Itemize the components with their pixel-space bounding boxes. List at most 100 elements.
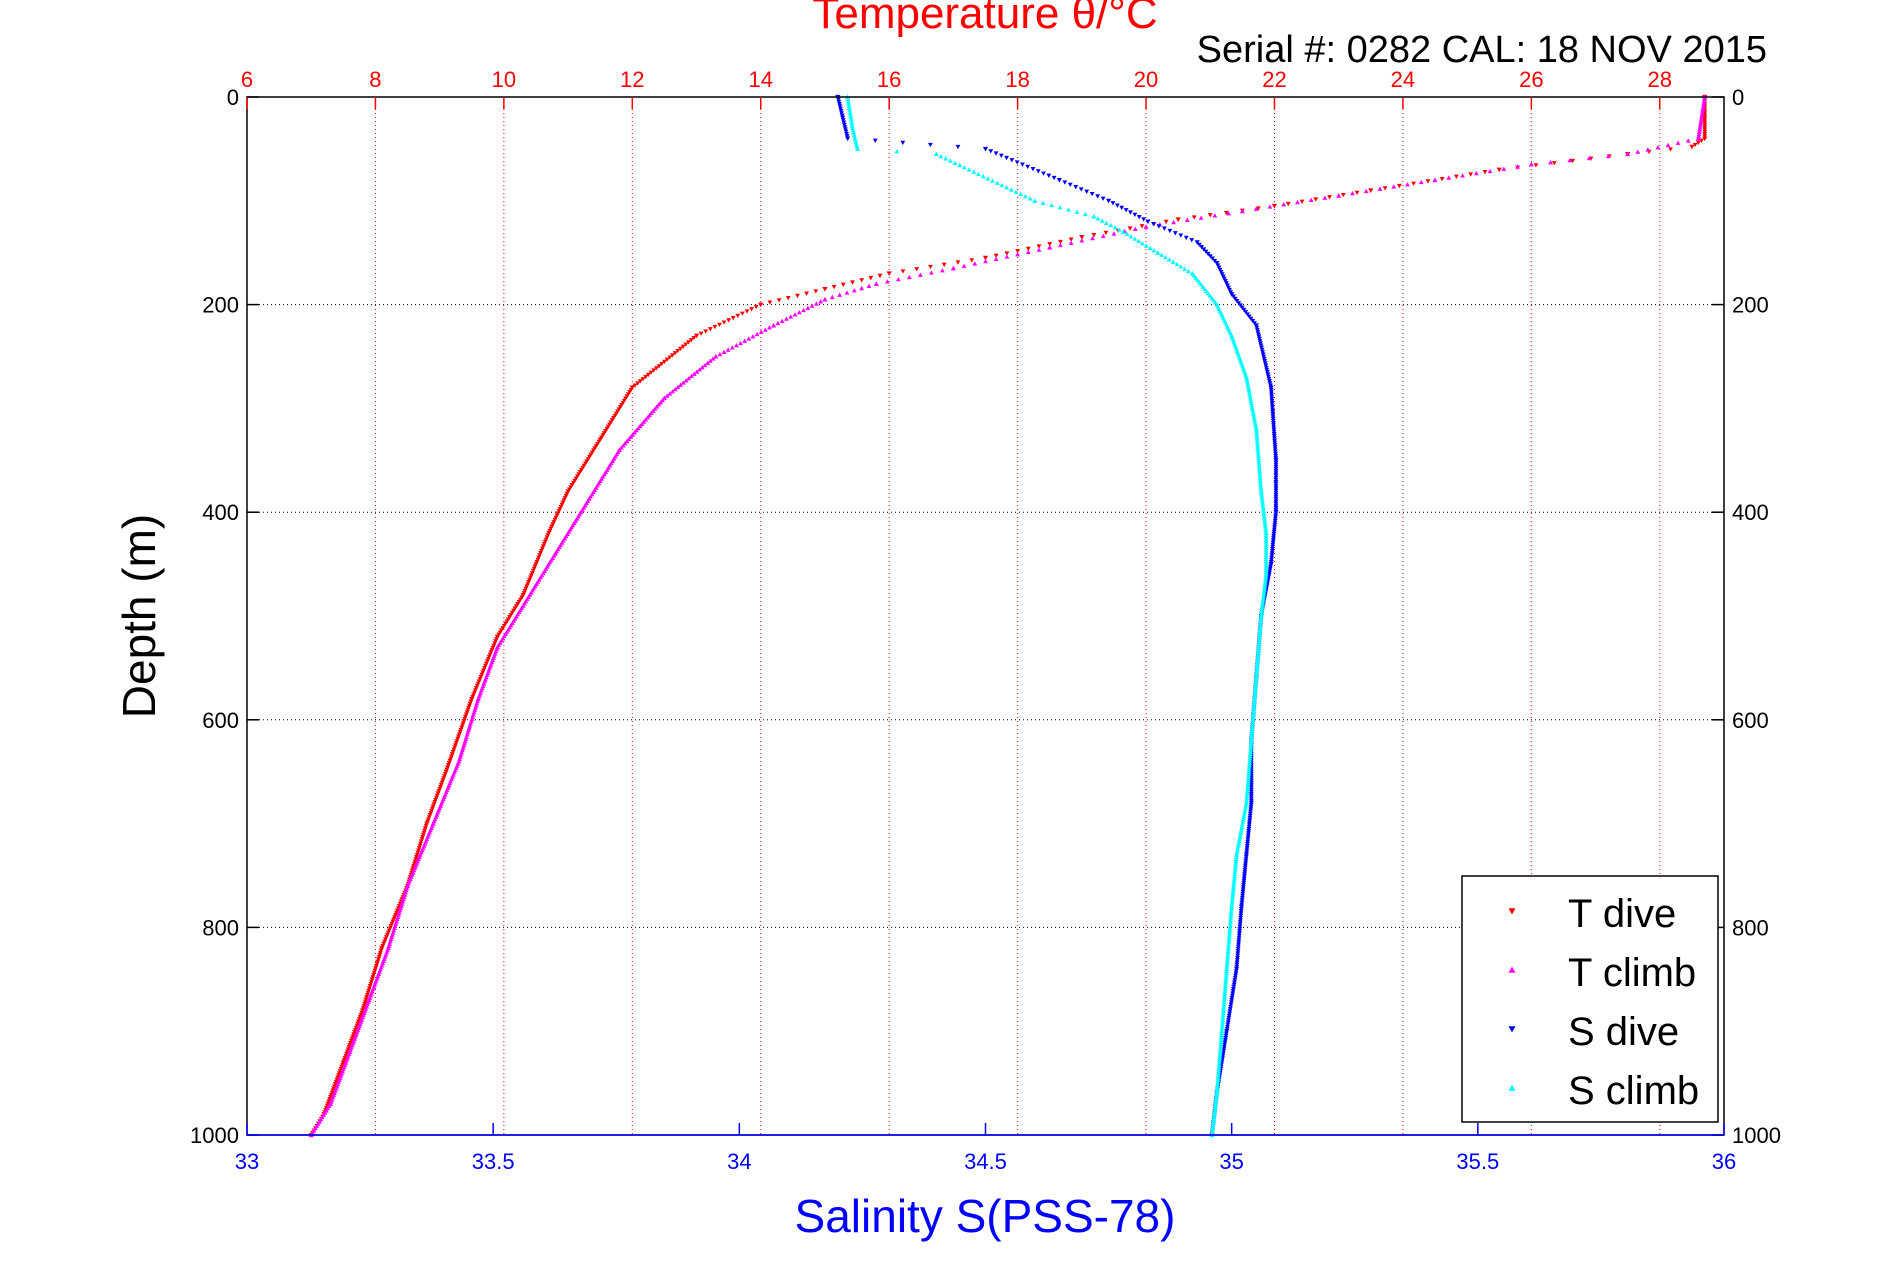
data-point (650, 408, 656, 413)
data-point (437, 787, 443, 792)
data-point (1214, 1086, 1220, 1091)
data-point (583, 461, 588, 466)
data-point (1210, 1126, 1216, 1131)
data-point (1259, 495, 1265, 500)
data-point (1270, 540, 1276, 545)
data-point (822, 286, 828, 292)
data-point (368, 981, 374, 987)
tick-label-salinity: 35.5 (1456, 1149, 1499, 1174)
data-point (796, 309, 802, 315)
data-point (519, 595, 525, 600)
data-point (1254, 428, 1259, 434)
data-point (449, 752, 455, 757)
data-point (1272, 440, 1278, 446)
data-point (433, 797, 439, 803)
data-point (1273, 492, 1279, 498)
data-point (430, 804, 436, 809)
data-point (1222, 995, 1227, 1000)
data-point (1232, 296, 1238, 302)
data-point (1207, 254, 1213, 259)
data-point (645, 415, 650, 420)
data-point (1228, 917, 1234, 922)
data-point (1221, 1006, 1226, 1011)
data-point (1223, 977, 1229, 982)
data-point (1091, 233, 1097, 238)
data-point (1255, 653, 1261, 658)
data-point (1145, 219, 1151, 225)
data-point (434, 793, 440, 798)
data-point (393, 912, 399, 918)
data-point (1692, 142, 1698, 148)
data-point (353, 1025, 359, 1031)
data-point (653, 366, 659, 371)
data-point (497, 630, 503, 635)
data-point (1258, 480, 1263, 485)
data-point (1236, 935, 1242, 941)
data-point (1238, 915, 1244, 921)
data-point (1224, 966, 1230, 971)
data-point (460, 721, 466, 726)
data-point (1232, 978, 1238, 983)
data-point (1228, 908, 1234, 914)
data-point (445, 765, 451, 770)
data-point (1263, 548, 1269, 553)
data-point (1210, 256, 1215, 261)
data-point (1240, 893, 1245, 899)
data-point (1166, 257, 1172, 262)
data-point (489, 648, 495, 653)
data-point (1685, 138, 1691, 143)
data-point (1336, 193, 1342, 198)
data-point (1242, 806, 1248, 812)
data-point (1244, 798, 1250, 803)
data-point (784, 316, 789, 321)
data-point (1248, 742, 1254, 747)
data-point (1257, 339, 1263, 344)
data-point (385, 930, 391, 935)
data-point (381, 941, 387, 947)
data-point (1245, 782, 1251, 787)
data-point (534, 559, 540, 565)
data-point (1228, 1004, 1234, 1010)
data-point (511, 608, 517, 613)
data-point (1255, 330, 1261, 335)
data-point (1265, 372, 1271, 377)
data-point (1225, 955, 1231, 960)
data-point (432, 800, 438, 805)
data-point (363, 997, 369, 1002)
data-point (1231, 884, 1236, 890)
tick-label-salinity: 34 (727, 1149, 751, 1174)
data-point (1259, 347, 1265, 353)
data-point (352, 1030, 357, 1035)
data-point (1270, 412, 1276, 417)
data-point (1234, 850, 1240, 855)
series-t-dive (308, 94, 1708, 1138)
data-point (464, 710, 470, 715)
data-point (1250, 720, 1256, 725)
data-point (1013, 189, 1019, 194)
data-point (1567, 157, 1573, 163)
data-point (1222, 990, 1228, 996)
data-point (952, 160, 958, 165)
data-point (377, 952, 383, 958)
data-point (697, 367, 702, 372)
data-point (592, 446, 598, 451)
data-point (448, 756, 454, 761)
data-point (1273, 486, 1279, 491)
data-point (451, 747, 457, 753)
data-point (1224, 1029, 1230, 1034)
data-point (619, 403, 625, 408)
data-point (339, 1064, 345, 1070)
legend-marker (1508, 966, 1516, 973)
data-point (941, 262, 947, 267)
data-point (1230, 989, 1236, 994)
data-point (367, 984, 373, 989)
data-point (1244, 377, 1250, 382)
data-point (1246, 831, 1251, 836)
data-point (1091, 213, 1097, 219)
data-point (1244, 793, 1250, 799)
data-point (1247, 762, 1252, 767)
data-point (344, 1049, 350, 1054)
data-point (621, 398, 627, 404)
data-point (805, 305, 811, 310)
data-point (601, 431, 607, 436)
